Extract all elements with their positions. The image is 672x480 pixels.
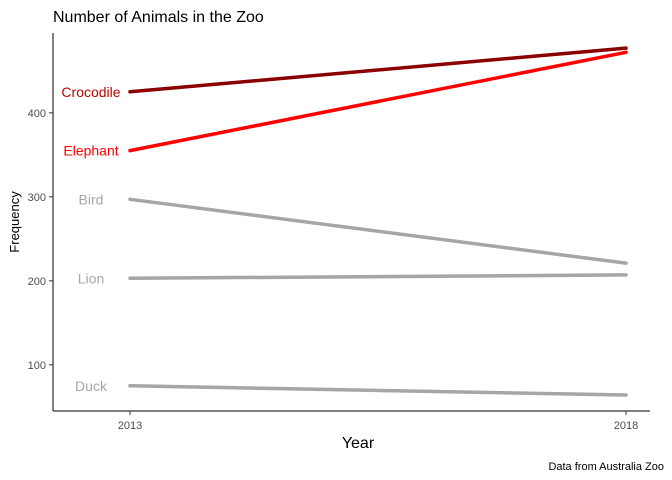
series-line-bird — [128, 197, 628, 265]
series-line-lion — [128, 273, 628, 281]
y-tick-label: 300 — [28, 192, 46, 204]
series-lines — [128, 46, 628, 397]
series-line-crocodile — [128, 46, 628, 94]
x-tick-label: 2018 — [614, 420, 638, 432]
x-axis-title: Year — [342, 435, 375, 452]
y-axis-ticks: 100 200 300 400 — [28, 108, 53, 372]
y-tick-label: 100 — [28, 360, 46, 372]
y-tick-label: 200 — [28, 276, 46, 288]
series-labels: Crocodile Elephant Bird Lion Duck — [61, 84, 120, 394]
series-label-elephant: Elephant — [63, 143, 118, 159]
x-axis-ticks: 2013 2018 — [118, 411, 638, 432]
y-tick-label: 400 — [28, 108, 46, 120]
series-label-bird: Bird — [79, 191, 104, 207]
series-label-lion: Lion — [78, 270, 104, 286]
chart-title: Number of Animals in the Zoo — [53, 9, 264, 26]
x-tick-label: 2013 — [118, 420, 142, 432]
series-line-duck — [128, 384, 628, 397]
chart-caption: Data from Australia Zoo — [548, 461, 664, 473]
series-label-crocodile: Crocodile — [61, 84, 120, 100]
series-label-duck: Duck — [75, 378, 108, 394]
series-line-elephant — [128, 50, 628, 153]
y-axis-title: Frequency — [7, 191, 22, 253]
